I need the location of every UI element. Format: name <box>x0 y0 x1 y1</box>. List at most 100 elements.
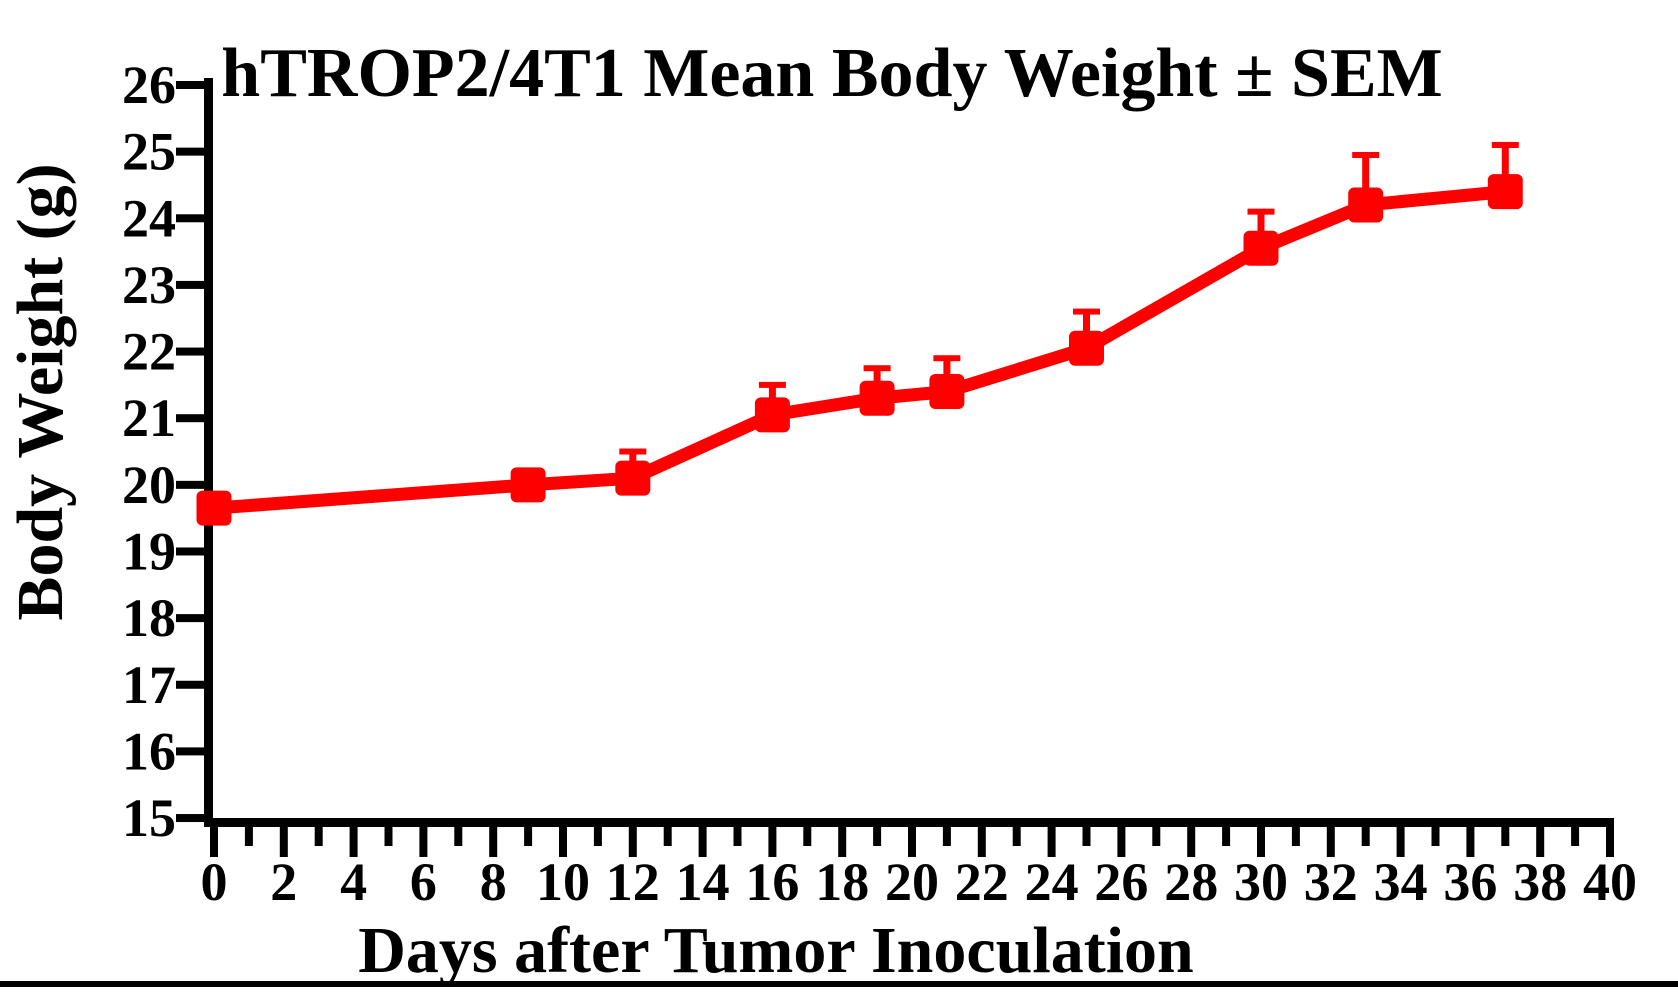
y-tick <box>176 214 204 223</box>
data-point-marker <box>1487 174 1523 210</box>
y-tick-label: 15 <box>122 788 176 848</box>
x-tick-label: 20 <box>885 852 939 912</box>
error-bar-cap <box>619 448 647 455</box>
error-bar-cap <box>758 381 786 388</box>
x-tick-major <box>908 827 916 857</box>
y-tick <box>176 747 204 756</box>
x-tick-minor <box>663 827 672 846</box>
series-layer <box>196 174 1523 526</box>
error-bar-layer <box>200 141 1519 509</box>
x-tick-major <box>838 827 847 857</box>
x-tick-minor <box>384 827 393 846</box>
x-tick-label: 40 <box>1583 852 1637 912</box>
y-tick-label: 26 <box>122 55 176 115</box>
x-tick-minor <box>942 827 951 846</box>
y-tick <box>176 614 204 623</box>
data-point-marker <box>615 460 651 496</box>
y-tick-label: 25 <box>122 122 176 182</box>
data-point-marker <box>196 490 232 526</box>
x-tick-minor <box>1082 827 1091 846</box>
x-axis-title: Days after Tumor Inoculation <box>358 914 1194 987</box>
x-tick-major <box>279 827 288 857</box>
data-point-marker <box>929 374 965 410</box>
x-tick-major <box>419 827 428 857</box>
y-tick <box>176 547 204 556</box>
y-tick <box>176 280 204 289</box>
data-point-marker <box>1243 230 1279 266</box>
x-tick-label: 28 <box>1164 852 1218 912</box>
axes-layer <box>176 78 1614 857</box>
x-tick-major <box>1536 827 1545 857</box>
x-tick-major <box>1606 827 1614 857</box>
x-tick-label: 32 <box>1304 852 1358 912</box>
x-tick-label: 18 <box>815 852 869 912</box>
x-tick-major <box>1396 827 1405 857</box>
y-tick-label: 17 <box>122 655 176 715</box>
x-tick-label: 34 <box>1374 852 1428 912</box>
x-tick-label: 2 <box>270 852 297 912</box>
error-bar-cap <box>1352 151 1380 158</box>
y-tick <box>176 147 204 156</box>
x-tick-major <box>349 827 358 857</box>
x-tick-major <box>1466 827 1475 857</box>
error-bar-cap <box>1247 208 1275 215</box>
x-tick-minor <box>733 827 742 846</box>
x-tick-major <box>210 827 218 857</box>
y-tick-label: 24 <box>122 188 176 248</box>
y-tick <box>176 680 204 689</box>
x-tick-label: 8 <box>480 852 507 912</box>
x-tick-label: 30 <box>1234 852 1288 912</box>
y-tick <box>176 347 204 356</box>
data-point-marker <box>754 397 790 433</box>
x-tick-major <box>1257 827 1265 857</box>
y-tick-label: 22 <box>122 322 176 382</box>
x-tick-minor <box>873 827 882 846</box>
x-tick-minor <box>524 827 533 846</box>
y-tick-label: 23 <box>122 255 176 315</box>
x-tick-minor <box>1571 827 1580 846</box>
error-bar-stem <box>1501 144 1509 192</box>
x-tick-label: 24 <box>1025 852 1079 912</box>
x-tick-label: 16 <box>745 852 799 912</box>
x-tick-minor <box>1291 827 1300 846</box>
data-point-marker <box>1348 187 1384 223</box>
x-tick-minor <box>803 827 812 846</box>
x-tick-major <box>1117 827 1126 857</box>
error-bar-cap <box>933 355 961 362</box>
error-bar-cap <box>1491 141 1519 148</box>
x-tick-label: 6 <box>410 852 437 912</box>
x-tick-minor <box>593 827 602 846</box>
y-tick-label: 16 <box>122 721 176 781</box>
x-tick-label: 12 <box>606 852 660 912</box>
x-tick-major <box>1326 827 1335 857</box>
x-tick-label: 26 <box>1094 852 1148 912</box>
x-tick-minor <box>1012 827 1021 846</box>
error-bar-cap <box>1073 308 1100 315</box>
y-tick <box>176 414 204 423</box>
data-point-marker <box>510 467 546 503</box>
x-tick-major <box>559 827 567 857</box>
x-axis-line <box>204 818 1614 827</box>
error-bar-cap <box>863 365 891 372</box>
x-tick-minor <box>1152 827 1161 846</box>
x-tick-major <box>489 827 498 857</box>
x-tick-major <box>768 827 777 857</box>
x-tick-label: 36 <box>1443 852 1497 912</box>
y-tick-label: 21 <box>122 388 176 448</box>
y-tick <box>176 814 204 823</box>
error-bar-stem <box>1257 211 1265 249</box>
x-tick-major <box>977 827 986 857</box>
y-axis-line <box>204 78 213 827</box>
data-point-marker <box>859 380 895 416</box>
x-tick-minor <box>1431 827 1440 846</box>
x-tick-minor <box>314 827 323 846</box>
x-tick-major <box>1047 827 1056 857</box>
x-tick-minor <box>454 827 463 846</box>
x-tick-label: 38 <box>1513 852 1567 912</box>
x-tick-major <box>1187 827 1196 857</box>
x-tick-label: 0 <box>201 852 228 912</box>
series-line <box>207 185 1512 515</box>
